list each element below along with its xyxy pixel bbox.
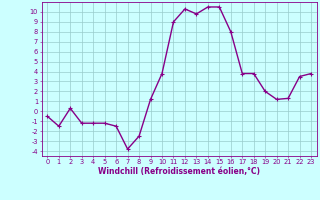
- X-axis label: Windchill (Refroidissement éolien,°C): Windchill (Refroidissement éolien,°C): [98, 167, 260, 176]
